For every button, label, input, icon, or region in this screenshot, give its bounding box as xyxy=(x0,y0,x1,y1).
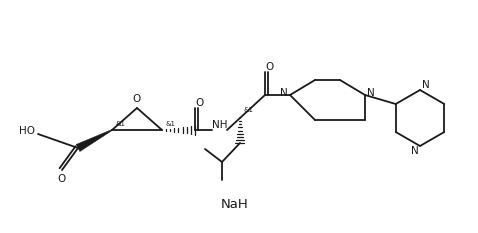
Text: &1: &1 xyxy=(166,121,176,127)
Text: O: O xyxy=(133,94,141,104)
Text: NH: NH xyxy=(212,120,228,130)
Polygon shape xyxy=(76,130,112,151)
Text: O: O xyxy=(266,62,274,72)
Text: &1: &1 xyxy=(116,121,126,127)
Text: O: O xyxy=(58,174,66,184)
Text: N: N xyxy=(411,146,419,156)
Text: N: N xyxy=(367,88,375,98)
Text: O: O xyxy=(196,98,204,108)
Text: NaH: NaH xyxy=(221,199,249,212)
Text: HO: HO xyxy=(19,126,35,136)
Text: &1: &1 xyxy=(244,107,254,113)
Text: N: N xyxy=(422,80,430,90)
Text: N: N xyxy=(280,88,288,98)
